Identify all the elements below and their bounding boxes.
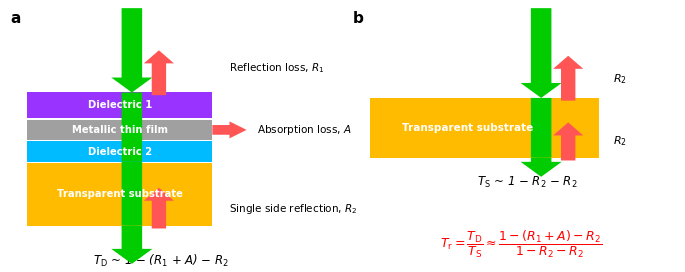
Text: Dielectric 1: Dielectric 1 [88,100,152,110]
Polygon shape [531,98,551,158]
Polygon shape [111,226,152,264]
Text: Metallic thin film: Metallic thin film [72,125,168,135]
Bar [370,98,599,158]
Polygon shape [521,158,562,177]
Polygon shape [553,56,584,101]
Text: Dielectric 2: Dielectric 2 [88,147,152,157]
Bar [27,120,212,140]
Polygon shape [553,122,584,160]
Bar [27,163,212,226]
Text: Transparent substrate: Transparent substrate [402,123,533,133]
Polygon shape [121,92,142,162]
Bar [27,92,212,118]
Bar [27,141,212,162]
Text: $T_\mathrm{D}$ ~ 1 $-$ ($R_1$ + $A$) $-$ $R_2$: $T_\mathrm{D}$ ~ 1 $-$ ($R_1$ + $A$) $-$… [93,253,229,269]
Text: a: a [10,11,21,26]
Text: Reflection loss, $R_1$: Reflection loss, $R_1$ [229,61,325,75]
Polygon shape [144,50,174,95]
Text: Absorption loss, $A$: Absorption loss, $A$ [257,123,351,137]
Text: $T_\mathrm{S}$ ~ 1 $-$ $R_2$ $-$ $R_2$: $T_\mathrm{S}$ ~ 1 $-$ $R_2$ $-$ $R_2$ [477,175,577,190]
Polygon shape [111,8,152,92]
Polygon shape [521,8,562,98]
Text: Transparent substrate: Transparent substrate [57,190,183,199]
Text: Single side reflection, $R_2$: Single side reflection, $R_2$ [229,202,358,217]
Text: $R_2$: $R_2$ [613,135,627,148]
Text: $T_\mathrm{r} = \dfrac{T_\mathrm{D}}{T_\mathrm{S}} \approx \dfrac{1-\left(R_1+A\: $T_\mathrm{r} = \dfrac{T_\mathrm{D}}{T_\… [440,229,601,260]
Polygon shape [212,121,247,138]
Polygon shape [121,162,142,226]
Polygon shape [144,188,174,228]
Text: $R_2$: $R_2$ [613,72,627,86]
Text: b: b [353,11,364,26]
